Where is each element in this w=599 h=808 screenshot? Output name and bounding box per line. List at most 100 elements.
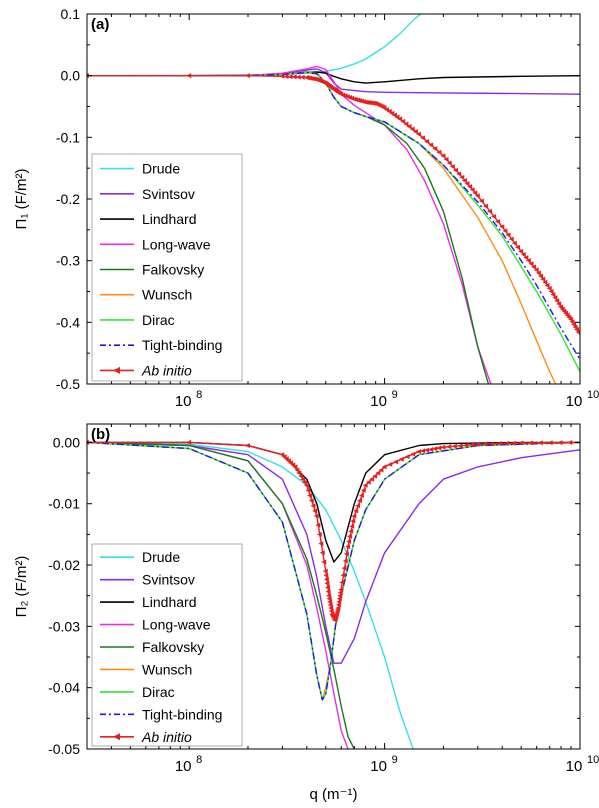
- data-point-ab-initio: [318, 541, 324, 547]
- y-axis-title: Π₂ (F/m²): [13, 556, 30, 618]
- data-point-ab-initio: [398, 456, 404, 462]
- data-point-ab-initio: [537, 440, 543, 446]
- data-point-ab-initio: [391, 112, 397, 118]
- data-point-ab-initio: [393, 459, 399, 465]
- series-line-svintsov: [87, 441, 580, 664]
- legend-label: Wunsch: [142, 287, 192, 303]
- data-point-ab-initio: [348, 528, 354, 534]
- data-point-ab-initio: [420, 135, 426, 141]
- legend-label: Wunsch: [142, 661, 192, 677]
- data-point-ab-initio: [299, 74, 305, 80]
- data-point-ab-initio: [571, 321, 577, 327]
- series-line-drude: [87, 441, 414, 749]
- data-point-ab-initio: [389, 110, 395, 116]
- data-point-ab-initio: [296, 470, 302, 476]
- data-point-ab-initio: [303, 482, 309, 488]
- data-point-ab-initio: [511, 240, 517, 246]
- data-point-ab-initio: [474, 193, 480, 199]
- legend-label: Drude: [142, 161, 180, 177]
- data-point-ab-initio: [443, 156, 449, 162]
- x-tick-label-exponent: 8: [196, 389, 202, 401]
- y-tick-label: -0.3: [56, 253, 80, 269]
- data-point-ab-initio: [546, 285, 552, 291]
- data-point-ab-initio: [315, 522, 321, 528]
- data-point-ab-initio: [538, 273, 544, 279]
- x-tick-label-exponent: 9: [392, 754, 398, 766]
- data-point-ab-initio: [503, 440, 509, 446]
- data-point-ab-initio: [328, 605, 334, 611]
- data-point-ab-initio: [464, 181, 470, 187]
- data-point-ab-initio: [358, 493, 364, 499]
- data-point-ab-initio: [283, 456, 289, 462]
- data-point-ab-initio: [436, 445, 442, 451]
- data-point-ab-initio: [387, 461, 393, 467]
- legend-label: Ab initio: [141, 362, 192, 378]
- data-point-ab-initio: [574, 327, 580, 333]
- data-point-ab-initio: [312, 508, 318, 514]
- data-point-ab-initio: [336, 599, 342, 605]
- data-point-ab-initio: [384, 107, 390, 113]
- data-point-ab-initio: [397, 116, 403, 122]
- data-point-ab-initio: [547, 440, 553, 446]
- data-point-ab-initio: [375, 470, 381, 476]
- data-point-ab-initio: [520, 252, 526, 257]
- data-point-ab-initio: [347, 533, 353, 539]
- data-point-ab-initio: [535, 270, 541, 276]
- legend-label: Falkovsky: [142, 262, 204, 278]
- data-point-ab-initio: [432, 446, 438, 452]
- data-point-ab-initio: [552, 295, 558, 301]
- data-point-ab-initio: [544, 282, 550, 288]
- data-point-ab-initio: [323, 572, 329, 578]
- data-point-ab-initio: [346, 539, 352, 545]
- data-point-ab-initio: [353, 508, 359, 514]
- x-tick-label: 10: [370, 393, 387, 410]
- data-point-ab-initio: [291, 74, 297, 80]
- legend-label: Lindhard: [142, 594, 197, 610]
- legend: Drude Svintsov Lindhard Long-wave Falkovsky W…: [91, 153, 243, 382]
- data-point-ab-initio: [556, 301, 562, 307]
- data-point-ab-initio: [327, 599, 333, 605]
- data-point-ab-initio: [415, 131, 421, 137]
- chart-panel-1: 0.1 0.0 -0.1 -0.2 -0.3 -0.4 -0.5 10 8 10 9 10 10 (a) Π…: [13, 6, 599, 410]
- data-point-ab-initio: [381, 105, 387, 111]
- legend-marker: [113, 366, 120, 374]
- legend-label: Long-wave: [142, 236, 211, 252]
- series-line-drude: [87, 14, 422, 77]
- data-point-ab-initio: [567, 439, 573, 445]
- data-point-ab-initio: [436, 149, 442, 155]
- x-tick-label-exponent: 10: [587, 389, 599, 401]
- legend-label: Tight-binding: [142, 337, 222, 353]
- data-point-ab-initio: [446, 160, 452, 166]
- x-tick-label: 10: [370, 758, 387, 775]
- y-tick-label: -0.05: [48, 741, 80, 757]
- y-tick-label: -0.1: [56, 129, 80, 145]
- data-point-ab-initio: [540, 276, 546, 282]
- data-point-ab-initio: [338, 587, 344, 593]
- x-tick-label: 10: [175, 758, 192, 775]
- data-point-ab-initio: [281, 454, 287, 460]
- data-point-ab-initio: [489, 441, 495, 447]
- data-point-ab-initio: [420, 448, 426, 454]
- data-point-ab-initio: [310, 503, 316, 509]
- series-line-tight-binding: [87, 441, 580, 701]
- x-tick-label-exponent: 10: [587, 754, 599, 766]
- data-point-ab-initio: [245, 442, 251, 448]
- chart-panel-2: 0.00 -0.01 -0.02 -0.03 -0.04 -0.05 10 8 10 9 10 10 (…: [13, 423, 599, 803]
- data-point-ab-initio: [533, 267, 539, 273]
- x-tick-label-exponent: 9: [392, 389, 398, 401]
- y-tick-label: 0.0: [61, 68, 81, 84]
- data-point-ab-initio: [424, 138, 430, 144]
- legend-label: Tight-binding: [142, 706, 222, 722]
- data-point-ab-initio: [300, 476, 306, 482]
- data-point-ab-initio: [478, 198, 484, 204]
- data-point-ab-initio: [449, 164, 455, 170]
- data-point-ab-initio: [528, 261, 534, 267]
- y-tick-label: 0.1: [61, 6, 81, 22]
- data-point-ab-initio: [510, 440, 516, 446]
- data-point-ab-initio: [432, 146, 438, 152]
- data-point-ab-initio: [469, 442, 475, 448]
- data-point-ab-initio: [285, 458, 291, 464]
- data-point-ab-initio: [463, 442, 469, 448]
- data-point-ab-initio: [410, 451, 416, 457]
- data-point-ab-initio: [335, 602, 341, 608]
